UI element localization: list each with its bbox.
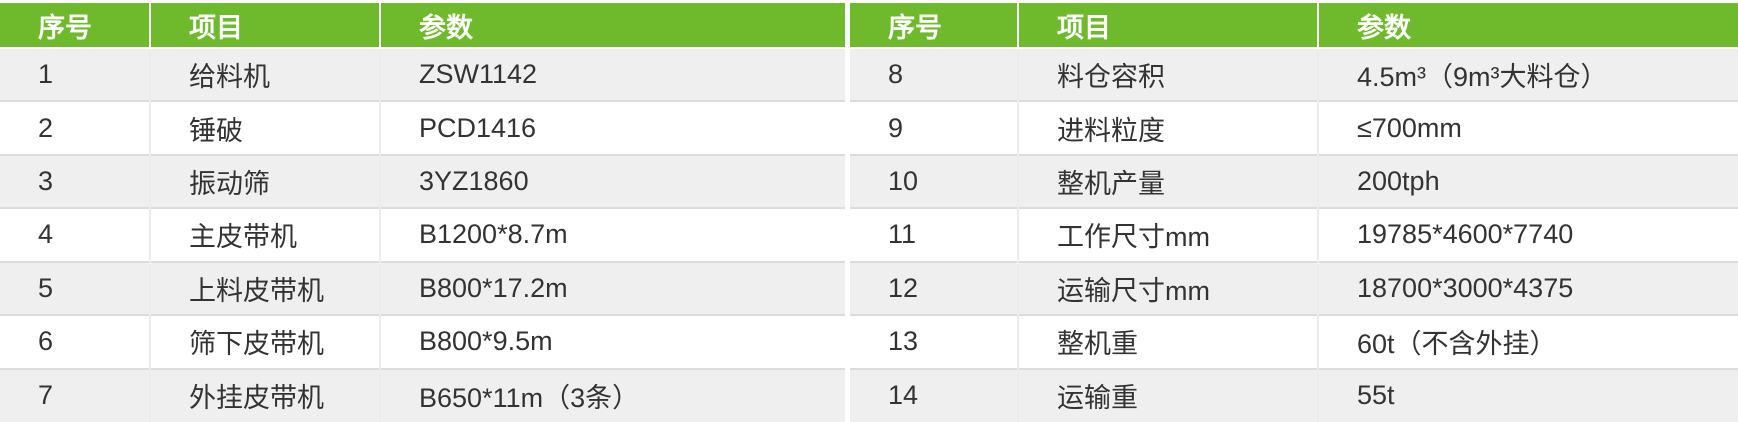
header-row: 序号 项目 参数 (0, 3, 845, 49)
column-header-param: 参数 (379, 3, 845, 49)
row-number-cell: 8 (888, 59, 904, 90)
table-row: 11 工作尺寸mm 19785*4600*7740 (850, 207, 1738, 262)
param-cell: 55t (1317, 367, 1738, 422)
item-cell: 整机重 (1017, 314, 1318, 369)
param-cell: ZSW1142 (379, 48, 845, 102)
row-number-cell: 7 (0, 367, 150, 422)
table-divider (845, 3, 850, 422)
item-cell: 振动筛 (149, 153, 380, 209)
spec-table-left: 序号 项目 参数 1 给料机 ZSW1142 2 锤破 PCD1416 3 振动… (0, 3, 845, 422)
table-row: 3 振动筛 3YZ1860 (0, 153, 845, 209)
item-cell: 进料粒度 (1017, 100, 1318, 155)
item-cell: 工作尺寸mm (1017, 207, 1318, 262)
param-cell: 60t（不含外挂） (1317, 314, 1738, 369)
row-number-cell: 14 (850, 367, 1018, 422)
param-cell: 200tph (1317, 153, 1738, 209)
table-row: 4 主皮带机 B1200*8.7m (0, 207, 845, 262)
item-cell: 整机产量 (1017, 153, 1318, 209)
table-row: 10 整机产量 200tph (850, 153, 1738, 209)
item-cell: 给料机 (149, 48, 380, 102)
column-header-item: 项目 (149, 3, 380, 49)
param-cell: PCD1416 (379, 100, 845, 155)
row-number-cell: 4 (0, 207, 150, 262)
column-header-item: 项目 (1017, 3, 1318, 49)
param-cell: ≤700mm (1317, 100, 1738, 155)
table-row: 5 上料皮带机 B800*17.2m (0, 260, 845, 316)
param-cell: B1200*8.7m (379, 207, 845, 262)
param-cell: 18700*3000*4375 (1317, 260, 1738, 316)
table-row: 7 外挂皮带机 B650*11m（3条） (0, 367, 845, 422)
item-cell: 运输尺寸mm (1017, 260, 1318, 316)
param-cell: B650*11m（3条） (379, 367, 845, 422)
row-number-cell: 1 (38, 59, 54, 90)
table-row: 9 进料粒度 ≤700mm (850, 100, 1738, 155)
table-row: 6 筛下皮带机 B800*9.5m (0, 314, 845, 369)
table-row: 12 运输尺寸mm 18700*3000*4375 (850, 260, 1738, 316)
item-cell: 筛下皮带机 (149, 314, 380, 369)
item-cell: 外挂皮带机 (149, 367, 380, 422)
row-number-cell: 3 (0, 153, 150, 209)
table-row: 14 运输重 55t (850, 367, 1738, 422)
item-cell: 运输重 (1017, 367, 1318, 422)
param-cell: 4.5m³（9m³大料仓） (1317, 48, 1738, 102)
spec-table-right: 序号 项目 参数 8 料仓容积 4.5m³（9m³大料仓） 9 进料粒度 ≤70… (850, 3, 1738, 422)
row-number-cell: 5 (0, 260, 150, 316)
item-cell: 上料皮带机 (149, 260, 380, 316)
table-row: 2 锤破 PCD1416 (0, 100, 845, 155)
table-row: 1 给料机 ZSW1142 (0, 48, 845, 102)
item-cell: 主皮带机 (149, 207, 380, 262)
param-cell: B800*9.5m (379, 314, 845, 369)
column-header-param: 参数 (1317, 3, 1738, 49)
column-header-no: 序号 (850, 3, 1018, 49)
row-number-cell: 9 (850, 100, 1018, 155)
param-cell: 19785*4600*7740 (1317, 207, 1738, 262)
row-number-cell: 13 (850, 314, 1018, 369)
table-row: 8 料仓容积 4.5m³（9m³大料仓） (850, 48, 1738, 102)
column-header-no: 序号 (0, 3, 150, 49)
row-number-cell: 6 (0, 314, 150, 369)
table-row: 13 整机重 60t（不含外挂） (850, 314, 1738, 369)
param-cell: 3YZ1860 (379, 153, 845, 209)
header-row: 序号 项目 参数 (850, 3, 1738, 49)
param-cell: B800*17.2m (379, 260, 845, 316)
item-cell: 料仓容积 (1017, 48, 1318, 102)
row-number-cell: 11 (850, 207, 1018, 262)
row-number-cell: 2 (0, 100, 150, 155)
row-number-cell: 12 (850, 260, 1018, 316)
row-number-cell: 10 (850, 153, 1018, 209)
item-cell: 锤破 (149, 100, 380, 155)
